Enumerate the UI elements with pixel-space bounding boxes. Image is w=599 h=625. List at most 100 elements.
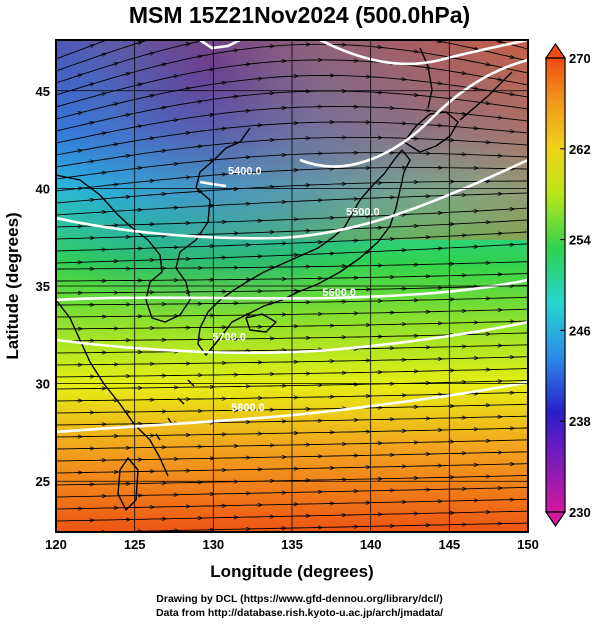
colorbar-label: 262	[569, 142, 591, 157]
wind-arrow	[196, 11, 202, 12]
streamline	[56, 284, 528, 294]
y-tick-label: 30	[36, 377, 50, 392]
wind-arrow	[411, 51, 418, 52]
wind-arrow	[484, 25, 490, 27]
wind-arrow	[75, 112, 82, 114]
y-axis-label: Latitude (degrees)	[3, 212, 22, 359]
colorbar-scale	[545, 57, 566, 513]
wind-arrow	[435, 83, 442, 84]
wind-arrow	[87, 200, 94, 201]
wind-arrow	[87, 161, 94, 162]
wind-arrow	[124, 32, 130, 34]
streamline	[56, 75, 528, 120]
wind-arrow	[195, 101, 202, 102]
streamline	[56, 192, 528, 216]
colorbar-label: 238	[569, 414, 591, 429]
contour-label: 5800.0	[231, 402, 265, 414]
wind-arrow	[411, 95, 418, 96]
streamline	[56, 356, 528, 366]
wind-arrow	[111, 184, 118, 185]
y-tick-label: 40	[36, 181, 50, 196]
temperature-field	[56, 2, 528, 532]
wind-arrow	[459, 114, 466, 115]
contour-label: 5700.0	[212, 332, 246, 344]
streamline	[56, 40, 528, 72]
wind-arrow	[135, 42, 142, 44]
credit-data: Data from http://database.rish.kyoto-u.a…	[155, 607, 444, 619]
wind-arrow	[243, 111, 250, 112]
wind-arrow	[483, 64, 490, 65]
x-tick-label: 125	[124, 537, 146, 552]
streamline	[56, 379, 528, 390]
colorbar-label: 246	[569, 323, 591, 338]
wind-arrow	[448, 15, 454, 16]
streamline	[56, 273, 528, 282]
wind-arrow	[159, 107, 166, 108]
chart-title: MSM 15Z21Nov2024 (500.0hPa)	[128, 2, 471, 28]
x-tick-label: 135	[281, 537, 303, 552]
wind-arrow	[220, 36, 226, 37]
wind-arrow	[507, 56, 514, 57]
wind-arrow	[160, 20, 166, 22]
wind-arrow	[399, 79, 406, 80]
wind-arrow	[495, 79, 502, 80]
wind-arrow	[172, 32, 178, 34]
wind-arrow	[159, 64, 166, 65]
wind-arrow	[123, 73, 130, 75]
wind-arrow	[183, 88, 190, 89]
wind-arrow	[256, 32, 262, 33]
wind-arrow	[195, 56, 202, 57]
wind-arrow	[364, 31, 370, 32]
wind-arrow	[111, 103, 118, 104]
wind-arrow	[459, 73, 466, 74]
wind-arrow	[231, 96, 238, 97]
wind-arrow	[147, 181, 154, 182]
wind-arrow	[244, 17, 250, 18]
contour-label: 5400.0	[228, 166, 262, 178]
colorbar: 270 262 254 246 238 230	[544, 42, 591, 528]
streamline	[56, 167, 528, 192]
wind-arrow	[219, 82, 226, 83]
x-tick-label: 130	[202, 537, 224, 552]
streamline	[56, 243, 528, 264]
wind-arrow	[483, 103, 490, 104]
wind-arrow	[123, 155, 130, 156]
wind-arrow	[471, 128, 478, 129]
wind-arrow	[208, 23, 214, 24]
wind-arrow	[195, 146, 202, 147]
wind-arrow	[183, 177, 190, 178]
wind-arrow	[123, 197, 130, 198]
wind-arrow	[243, 64, 250, 65]
x-tick-label: 140	[360, 537, 382, 552]
wind-arrow	[267, 46, 274, 47]
wind-arrow	[267, 93, 274, 94]
wind-arrow	[87, 45, 94, 47]
wind-arrow	[471, 48, 478, 49]
wind-arrow	[232, 4, 238, 5]
credits: Drawing by DCL (https://www.gfd-dennou.o…	[0, 592, 599, 620]
wind-arrow	[135, 126, 142, 127]
y-tick-label: 45	[36, 84, 50, 99]
wind-arrow	[135, 84, 142, 86]
wind-arrow	[376, 2, 382, 3]
streamline	[56, 231, 528, 252]
wind-arrow	[460, 32, 466, 33]
y-tick-label: 35	[36, 279, 50, 294]
colorbar-ticks: 270 262 254 246 238 230	[560, 51, 591, 520]
contour-label: 5500.0	[346, 207, 380, 219]
wind-arrow	[111, 144, 118, 145]
credit-drawing: Drawing by DCL (https://www.gfd-dennou.o…	[156, 593, 443, 605]
x-tick-label: 150	[517, 537, 539, 552]
wind-arrow	[87, 122, 94, 123]
colorbar-label: 270	[569, 51, 591, 66]
x-tick-label: 145	[438, 537, 460, 552]
wind-arrow	[412, 8, 418, 9]
wind-arrow	[99, 172, 106, 173]
wind-arrow	[111, 63, 118, 65]
wind-arrow	[171, 164, 178, 165]
wind-arrow	[424, 24, 430, 25]
streamline	[56, 427, 528, 438]
streamline	[56, 498, 528, 510]
wind-arrow	[147, 95, 154, 96]
